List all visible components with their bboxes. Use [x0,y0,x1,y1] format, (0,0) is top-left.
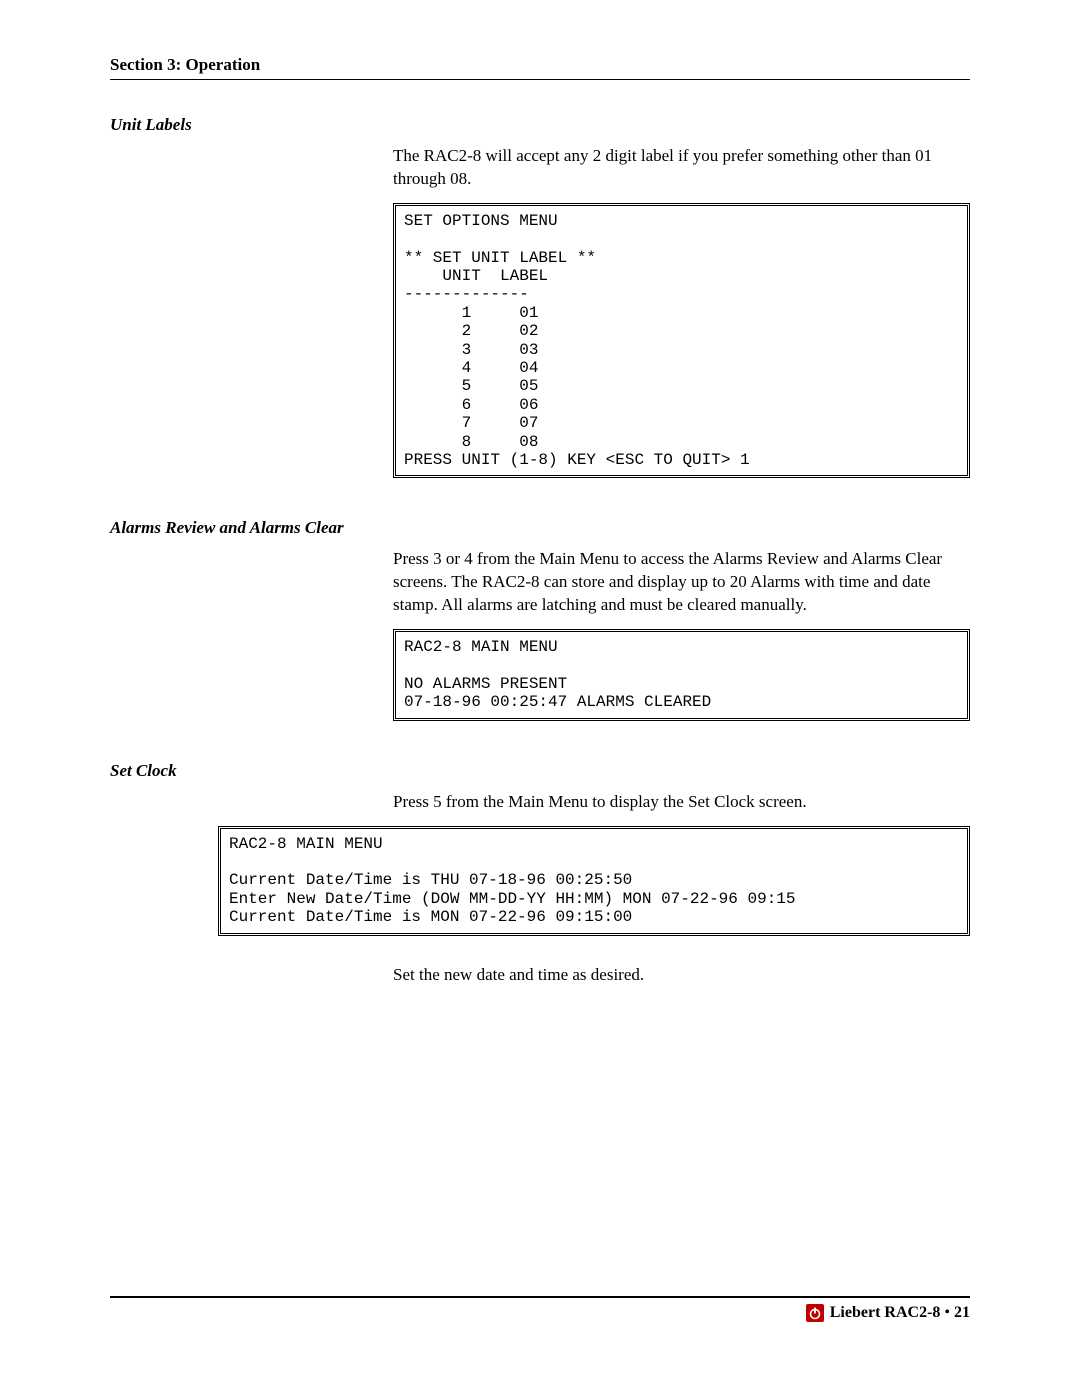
alarms-intro: Press 3 or 4 from the Main Menu to acces… [393,548,970,617]
footer: Liebert RAC2-8 • 21 [110,1296,970,1322]
set-clock-title: Set Clock [110,761,970,781]
alarms-section: Alarms Review and Alarms Clear Press 3 o… [110,518,970,720]
footer-row: Liebert RAC2-8 • 21 [110,1304,970,1322]
page: Section 3: Operation Unit Labels The RAC… [0,0,1080,987]
unit-labels-intro: The RAC2-8 will accept any 2 digit label… [393,145,970,191]
set-clock-outro: Set the new date and time as desired. [393,964,970,987]
set-clock-section: Set Clock Press 5 from the Main Menu to … [110,761,970,987]
power-icon [808,1306,822,1320]
unit-labels-terminal: SET OPTIONS MENU ** SET UNIT LABEL ** UN… [393,203,970,478]
alarms-title: Alarms Review and Alarms Clear [110,518,970,538]
footer-text: Liebert RAC2-8 • 21 [830,1304,970,1322]
brand-icon [806,1304,824,1322]
header-rule [110,79,970,80]
unit-labels-section: Unit Labels The RAC2-8 will accept any 2… [110,115,970,478]
set-clock-terminal: RAC2-8 MAIN MENU Current Date/Time is TH… [218,826,970,936]
footer-brand: Liebert RAC2-8 [830,1304,941,1321]
section-header: Section 3: Operation [110,55,970,75]
unit-labels-title: Unit Labels [110,115,970,135]
set-clock-intro: Press 5 from the Main Menu to display th… [393,791,970,814]
footer-rule [110,1296,970,1298]
footer-page: 21 [954,1304,970,1321]
alarms-terminal: RAC2-8 MAIN MENU NO ALARMS PRESENT 07-18… [393,629,970,721]
footer-bullet: • [944,1304,950,1321]
